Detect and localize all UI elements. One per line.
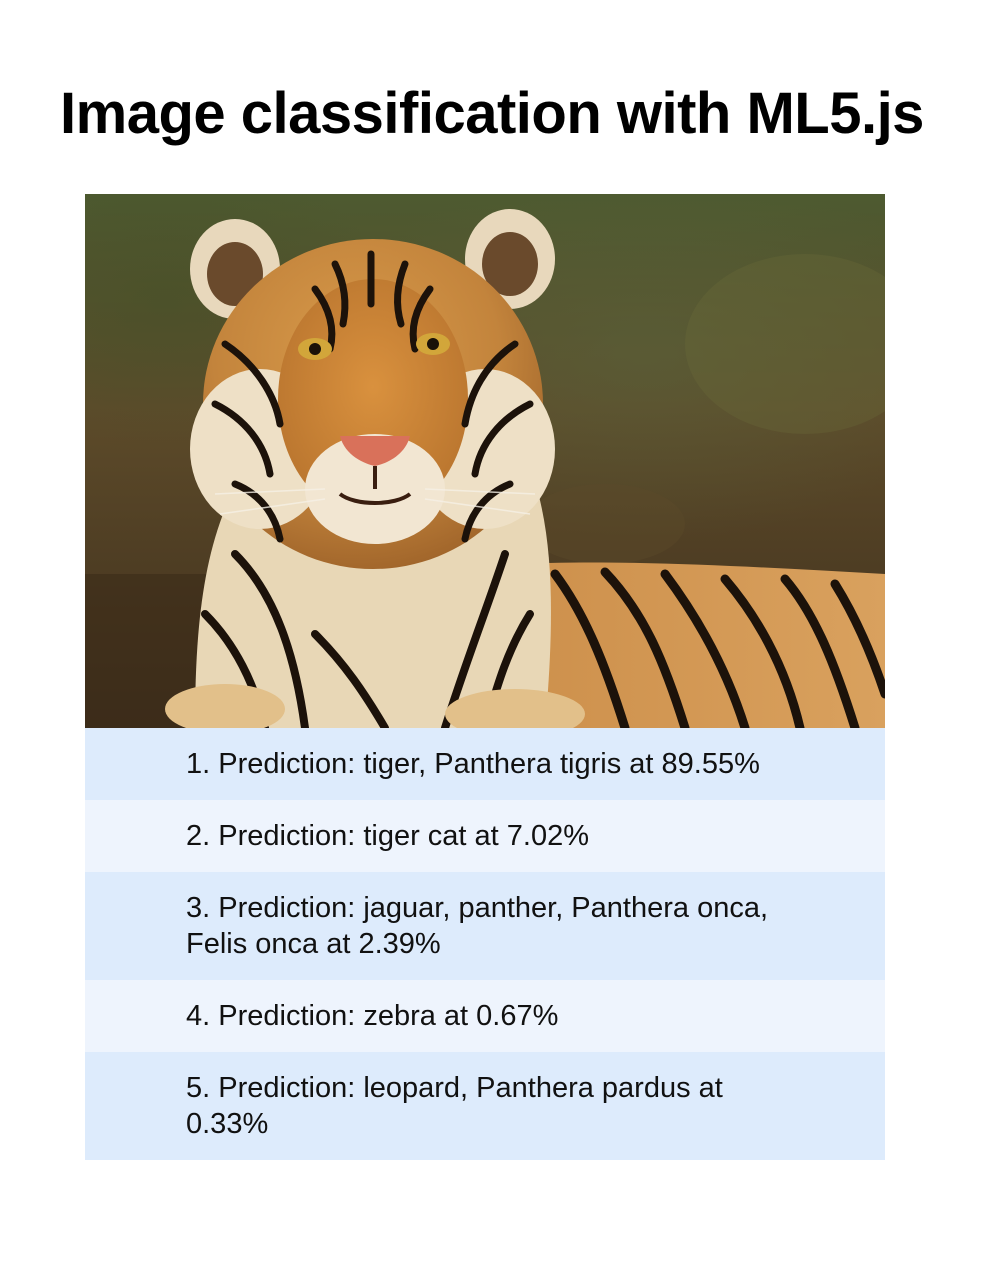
prediction-item: 2. Prediction: tiger cat at 7.02% [85,800,885,872]
tiger-photo [85,194,885,728]
prediction-item: 3. Prediction: jaguar, panther, Panthera… [85,872,885,980]
classification-card: 1. Prediction: tiger, Panthera tigris at… [85,194,885,1160]
prediction-item: 5. Prediction: leopard, Panthera pardus … [85,1052,885,1160]
tiger-illustration [85,209,885,728]
page-title: Image classification with ML5.js [60,81,924,146]
prediction-item: 1. Prediction: tiger, Panthera tigris at… [85,728,885,800]
predictions-list: 1. Prediction: tiger, Panthera tigris at… [85,728,885,1160]
prediction-item: 4. Prediction: zebra at 0.67% [85,980,885,1052]
